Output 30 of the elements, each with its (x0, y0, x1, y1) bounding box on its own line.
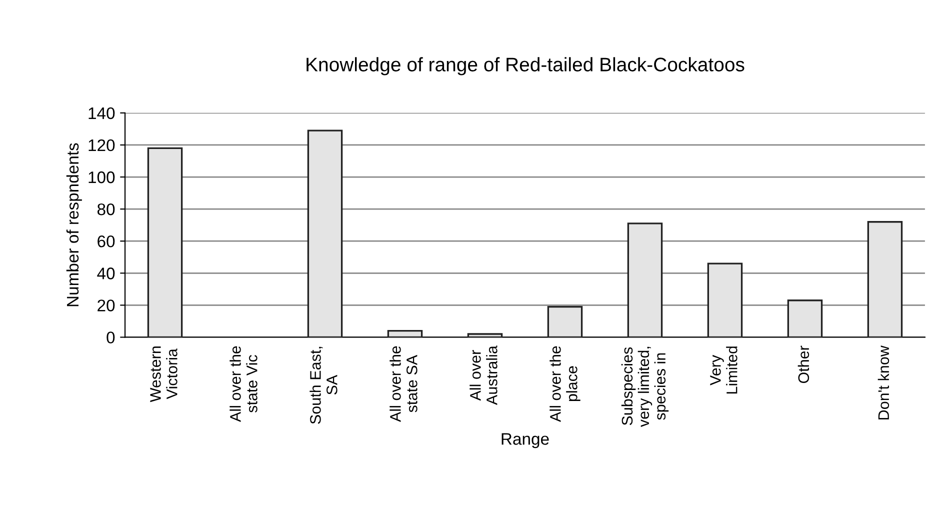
y-tick-label: 40 (97, 268, 115, 280)
x-tick-label: All over the state Vic (230, 346, 258, 422)
y-tick-label: 80 (97, 203, 115, 216)
bar (467, 333, 503, 338)
bar (307, 130, 343, 338)
bar (867, 221, 903, 338)
bar (707, 262, 743, 338)
x-tick-label: All over the place (550, 346, 580, 422)
x-tick-label: Don't know (878, 346, 890, 420)
bar (627, 222, 663, 338)
x-axis-title: Range (502, 433, 549, 448)
x-tick-label: South East, SA (310, 346, 338, 424)
bar (787, 300, 823, 338)
y-tick-label: 140 (88, 107, 115, 120)
y-tick-label: 100 (88, 171, 115, 184)
x-tick-label: Western Victoria (150, 346, 178, 402)
x-tick-label: Subspecies very limited, species in (621, 346, 669, 427)
y-tick-label: 0 (106, 332, 115, 344)
chart-title: Knowledge of range of Red-tailed Black-Cockatoos (306, 57, 744, 76)
y-tick-label: 60 (98, 235, 115, 248)
y-tick-label: 120 (88, 139, 115, 152)
y-tick-label: 20 (98, 300, 115, 312)
x-tick-label: Other (798, 346, 810, 384)
bar (547, 306, 583, 338)
bar (147, 147, 183, 338)
x-tick-label: All over Australia (470, 346, 498, 405)
x-tick-label: Very Limited (710, 346, 738, 394)
x-tick-label: All over the state SA (390, 346, 418, 422)
bar (387, 330, 423, 338)
y-axis-title: Number of respndents (66, 143, 82, 306)
